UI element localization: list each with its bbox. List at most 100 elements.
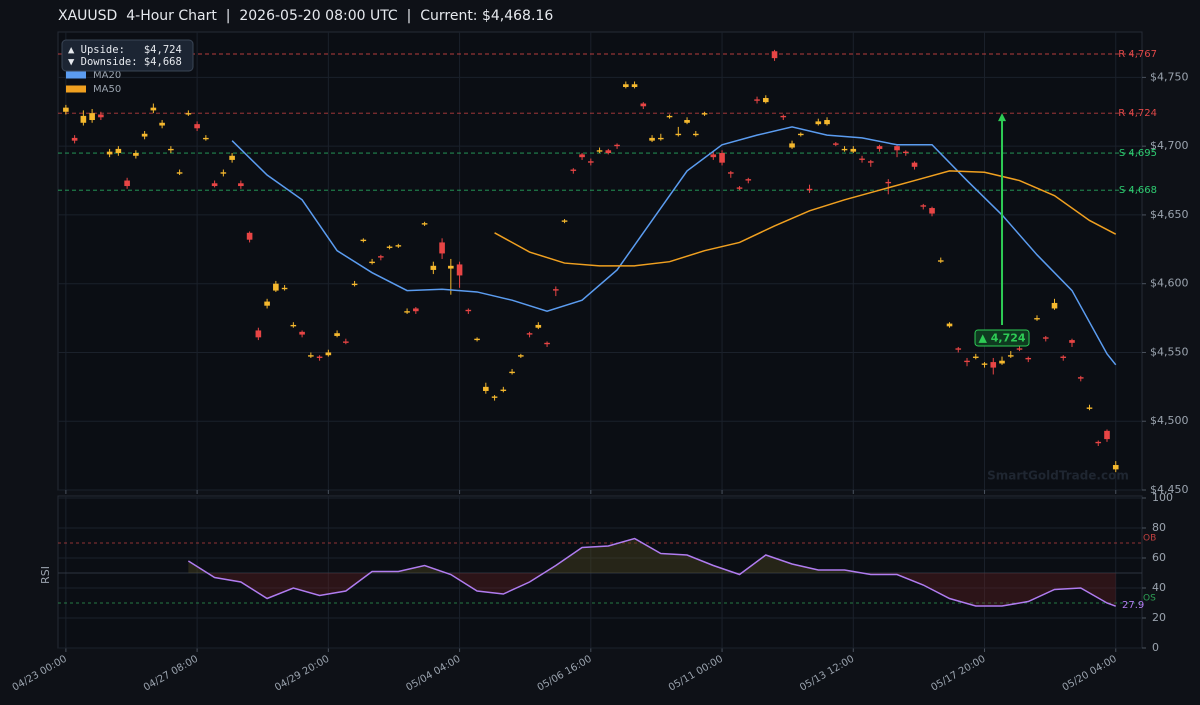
candle-body xyxy=(885,181,892,184)
rsi-value-label: 27.9 xyxy=(1122,600,1144,611)
candle-body xyxy=(1060,356,1067,358)
y-tick-label: $4,550 xyxy=(1150,345,1189,358)
candle-body xyxy=(264,301,270,306)
annotation-label: ▲ 4,724 xyxy=(978,331,1025,344)
candle-body xyxy=(456,264,463,276)
candle-body xyxy=(762,98,769,103)
candle-body xyxy=(920,205,927,207)
candle-body xyxy=(832,143,839,145)
candle-body xyxy=(159,122,165,126)
info-downside: ▼ Downside: $4,668 xyxy=(68,56,182,68)
candle-body xyxy=(972,356,979,358)
candle-body xyxy=(526,333,533,335)
rsi-tick-label: 100 xyxy=(1152,491,1173,504)
candle-body xyxy=(98,114,104,118)
candle-body xyxy=(106,151,113,155)
candle-body xyxy=(176,172,183,174)
rsi-tick-label: 0 xyxy=(1152,641,1159,654)
candle-body xyxy=(579,154,585,158)
info-box: ▲ Upside: $4,724 ▼ Downside: $4,668 xyxy=(61,39,194,72)
candle-body xyxy=(981,363,988,365)
legend-swatch xyxy=(66,71,86,79)
info-upside: ▲ Upside: $4,724 xyxy=(68,44,182,56)
candle-body xyxy=(360,239,367,242)
candle-body xyxy=(815,121,822,125)
candle-body xyxy=(509,371,515,374)
candle-body xyxy=(71,137,78,141)
candle-body xyxy=(859,158,865,160)
candle-body xyxy=(850,148,857,152)
candle-body xyxy=(535,324,542,328)
rsi-line xyxy=(187,537,1117,607)
candle-body xyxy=(666,115,673,118)
candle-body xyxy=(596,150,603,152)
candle-body xyxy=(544,342,550,345)
candle-body xyxy=(316,356,323,358)
candle-body xyxy=(561,220,568,222)
candle-body xyxy=(325,352,332,356)
candle-body xyxy=(386,246,393,248)
candle-body xyxy=(369,261,375,264)
candle-body xyxy=(518,355,524,357)
candle-body xyxy=(308,355,314,357)
y-tick-label: $4,600 xyxy=(1150,277,1189,290)
legend-swatch xyxy=(66,85,86,93)
candle-body xyxy=(133,153,139,156)
candle-body xyxy=(693,133,699,136)
candle-body xyxy=(334,333,340,336)
rsi-axis-label: RSI xyxy=(39,566,52,584)
candle-body xyxy=(474,338,480,341)
candle-body xyxy=(63,107,69,112)
candle-body xyxy=(413,308,419,312)
candle-body xyxy=(351,283,358,286)
candle-body xyxy=(1051,302,1058,309)
arrow-head xyxy=(998,113,1007,122)
candle-body xyxy=(771,51,778,59)
candle-body xyxy=(150,107,157,111)
candle-body xyxy=(1095,441,1102,444)
candle-body xyxy=(824,120,830,125)
candle-body xyxy=(1042,337,1049,339)
candle-body xyxy=(719,153,725,163)
candle-body xyxy=(640,103,647,107)
candle-body xyxy=(789,143,795,148)
candle-body xyxy=(894,146,900,151)
candle-body xyxy=(220,172,227,174)
candle-body xyxy=(483,386,489,391)
candle-body xyxy=(378,256,384,258)
candle-body xyxy=(570,169,577,171)
candle-body xyxy=(955,348,962,350)
y-tick-label: $4,650 xyxy=(1150,208,1189,221)
candle-body xyxy=(876,146,883,149)
candle-body xyxy=(867,161,874,163)
candle-body xyxy=(273,283,279,291)
candle-body xyxy=(675,133,682,136)
candle-body xyxy=(1025,357,1032,360)
candle-body xyxy=(736,187,743,189)
rsi-tick-label: 40 xyxy=(1152,581,1166,594)
candle-body xyxy=(649,137,655,141)
level-label: S 4,695 xyxy=(1119,148,1157,159)
y-tick-label: $4,700 xyxy=(1150,139,1189,152)
overbought-label: OB xyxy=(1143,534,1156,544)
candle-body xyxy=(727,172,734,174)
candle-body xyxy=(421,223,428,225)
info-box-frame xyxy=(61,39,194,72)
candle-body xyxy=(929,208,935,214)
candle-body xyxy=(806,188,813,191)
candle-body xyxy=(229,155,235,160)
candle-body xyxy=(491,396,498,398)
watermark: SmartGoldTrade.com xyxy=(987,469,1129,483)
candle-body xyxy=(404,311,410,313)
candle-body xyxy=(658,137,664,140)
candle-body xyxy=(999,360,1005,364)
candle-body xyxy=(911,162,918,167)
candle-body xyxy=(553,289,559,291)
candle-body xyxy=(1007,355,1014,357)
candle-body xyxy=(194,124,200,129)
candle-body xyxy=(780,115,787,118)
rsi-tick-label: 80 xyxy=(1152,521,1166,534)
candle-body xyxy=(1069,340,1075,343)
y-tick-label: $4,450 xyxy=(1150,483,1189,496)
ma-line xyxy=(494,170,1117,267)
